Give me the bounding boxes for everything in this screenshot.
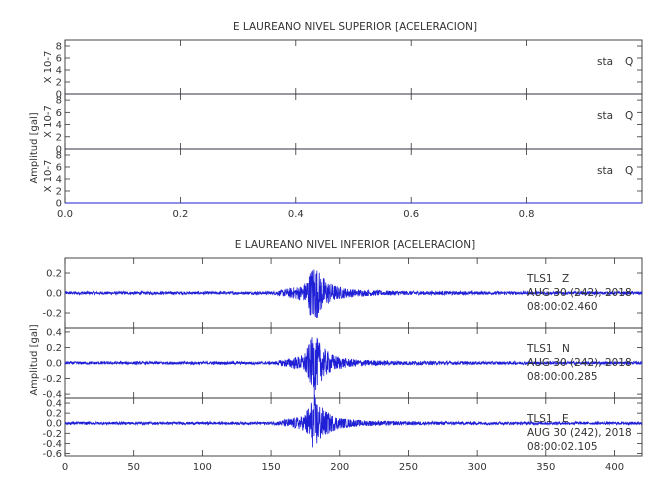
y-scale-label: X 10-7 [43,105,54,138]
component-label: N [562,343,570,355]
y-tick-label: 0.4 [46,399,62,410]
x-tick-label: 300 [468,462,487,473]
station-label: TLS1 [526,273,553,285]
y-tick-label: 6 [56,108,62,119]
y-tick-label: 0.2 [46,269,62,280]
x-tick-label: 0.4 [288,209,304,220]
y-tick-label: 0.4 [46,327,62,338]
y-tick-label: 0.0 [46,289,62,300]
station-label: sta [597,110,613,122]
y-tick-label: 0 [56,145,62,156]
panel-frame [64,93,643,150]
y-tick-label: -0.2 [42,309,62,320]
station-label: sta [597,165,613,177]
component-label: Z [562,273,569,285]
y-scale-label: X 10-7 [43,160,54,193]
y-tick-label: 4 [56,120,62,131]
y-tick-label: -0.2 [42,374,62,385]
panel-frame [64,148,643,204]
x-tick-label: 0.8 [519,209,535,220]
y-tick-label: 8 [56,96,62,107]
x-tick-label: 50 [127,462,140,473]
date-label: AUG 30 (242), 2018 [527,427,632,439]
bottom-chart-title: E LAUREANO NIVEL INFERIOR [ACELERACION] [235,239,475,251]
x-tick-label: 0.6 [403,209,419,220]
x-tick-label: 400 [605,462,624,473]
component-label: Q [625,110,633,122]
y-tick-label: 8 [56,151,62,162]
y-tick-label: 4 [56,66,62,77]
panel-3: 0.40.20.0-0.2-0.4-0.6 TLS1 E AUG 30 (242), … [42,394,643,460]
date-label: AUG 30 (242), 2018 [527,357,632,369]
y-tick-label: 0.0 [46,419,62,430]
x-tick-label: 350 [536,462,555,473]
y-tick-label: 0.2 [46,343,62,354]
y-tick-label: -0.6 [42,449,62,460]
trace-line [64,337,643,395]
station-label: TLS1 [526,343,553,355]
component-label: E [562,413,569,425]
component-label: Q [625,165,633,177]
station-label: TLS1 [526,413,553,425]
y-tick-label: 0.0 [46,359,62,370]
y-tick-label: -0.2 [42,429,62,440]
x-tick-label: 0 [62,462,68,473]
y-tick-label: 0 [56,90,62,101]
x-tick-label: 100 [193,462,212,473]
y-tick-label: 8 [56,42,62,53]
y-tick-label: 0 [56,199,62,210]
trace-line [64,269,643,318]
y-tick-label: -0.4 [42,390,62,401]
x-tick-label: 250 [399,462,418,473]
top-chart-title: E LAUREANO NIVEL SUPERIOR [ACELERACION] [233,21,477,33]
x-tick-label: 200 [330,462,349,473]
x-tick-label: 0.0 [57,209,73,220]
y-tick-label: 2 [56,132,62,143]
top-chart-ylabel: Amplitud [gal] [29,112,40,183]
panel-frame [64,39,643,95]
y-tick-label: 6 [56,163,62,174]
date-label: AUG 30 (242), 2018 [527,287,632,299]
bottom-chart-ylabel: Amplitud [gal] [29,324,40,395]
y-tick-label: 2 [56,78,62,89]
y-tick-label: 0.2 [46,409,62,420]
y-tick-label: 2 [56,187,62,198]
panel-frame [64,397,643,457]
panel-1: 0.2 0.0 -0.2 TLS1 Z AUG 30 (242), 2018 08:00:0… [42,257,643,329]
trace-line [64,394,643,448]
time-label: 08:00:02.105 [527,441,598,453]
y-scale-label: X 10-7 [43,51,54,84]
time-label: 08:00:02.460 [527,301,598,313]
panel-2: 0.4 0.2 0.0 -0.2 -0.4 TLS1 N AUG 30 (242), 2018… [42,327,643,401]
y-tick-label: -0.4 [42,439,62,450]
time-label: 08:00:00.285 [527,371,598,383]
station-label: sta [597,56,613,68]
x-tick-label: 150 [262,462,281,473]
component-label: Q [625,56,633,68]
y-tick-label: 6 [56,54,62,65]
y-tick-label: 4 [56,175,62,186]
x-tick-label: 0.2 [172,209,188,220]
